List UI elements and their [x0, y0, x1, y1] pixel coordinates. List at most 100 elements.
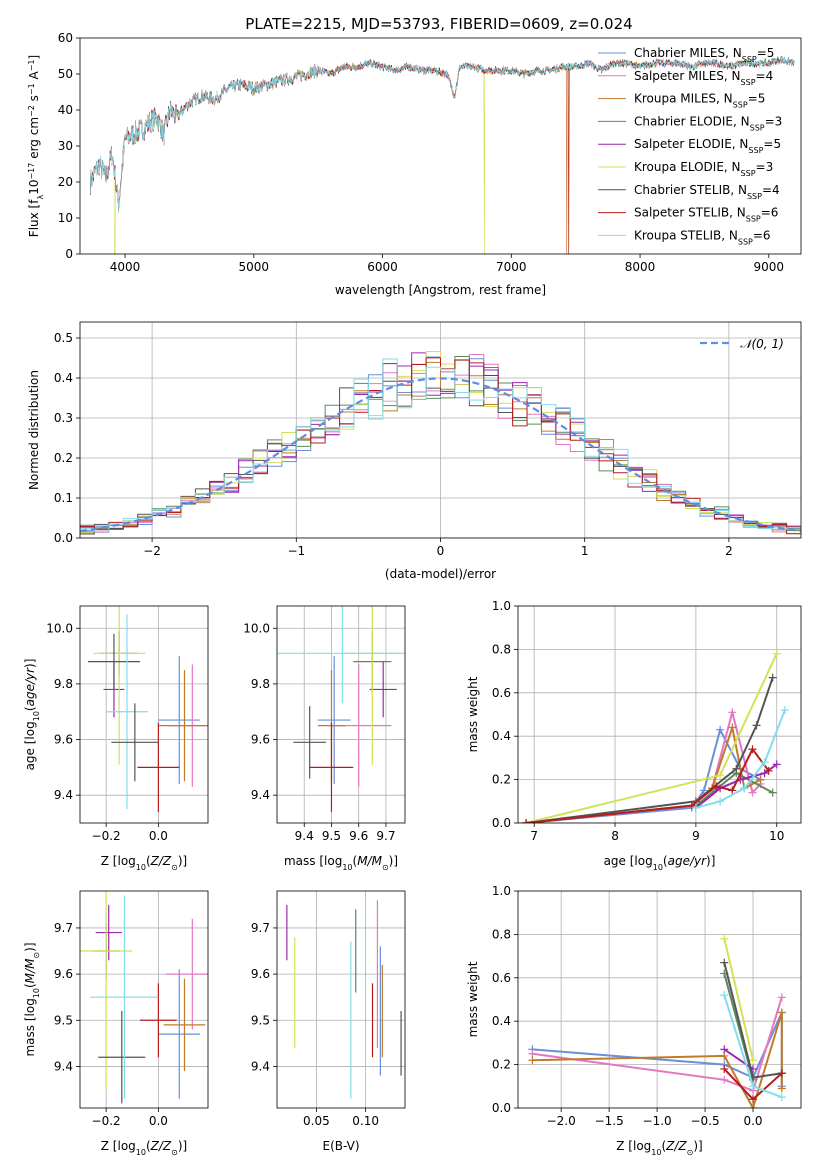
x-tick-label: 7000	[496, 260, 527, 274]
y-tick-label: 9.6	[251, 967, 270, 981]
legend-entry: Kroupa MILES, NSSP=5	[634, 92, 765, 110]
errorbar-point	[80, 891, 133, 1090]
weight-marker	[768, 788, 777, 797]
weight-marker	[764, 766, 773, 775]
weight-marker	[777, 1084, 786, 1093]
y-tick-label: 20	[58, 175, 73, 189]
errorbar-point	[166, 918, 208, 1030]
errorbar-point	[106, 614, 148, 810]
x-tick-label: 2	[725, 544, 733, 558]
axes-frame	[276, 605, 406, 824]
y-tick-label: 9.7	[54, 921, 73, 935]
x-tick-label: −1.5	[595, 1114, 624, 1128]
y-tick-label: 9.4	[251, 788, 270, 802]
y-tick-label: 10	[58, 211, 73, 225]
chart-spectrum: 4000 5000 6000 7000 8000 9000 0 10 20 30 40 50 60 wav…	[27, 31, 802, 297]
weight-marker	[716, 725, 725, 734]
weight-marker	[691, 803, 700, 812]
weight-marker	[720, 958, 729, 967]
legend-entry: 𝒩(0, 1)	[740, 337, 784, 351]
y-tick-label: 9.6	[54, 967, 73, 981]
y-tick-label: 9.4	[251, 1059, 270, 1073]
weight-marker	[720, 934, 729, 943]
y-tick-label: 0.0	[492, 1101, 511, 1115]
weight-line	[526, 726, 762, 823]
chart-weight-vs-Z: −2.0 −1.5 −1.0 −0.5 0.0 0.0 0.2 0.4 0.6 0.8 1.0 Z […	[466, 884, 802, 1157]
chart-mass-vs-Z: −0.2 0.0 9.4 9.5 9.6 9.7 Z [log10(Z/Z⊙)] mass […	[23, 890, 209, 1157]
weight-marker	[728, 723, 737, 732]
weight-line	[525, 708, 762, 823]
y-axis-label: mass weight	[466, 676, 480, 752]
errorbar-point	[140, 983, 177, 1058]
weight-marker	[752, 721, 761, 730]
weight-marker	[720, 991, 729, 1000]
errorbar-point	[98, 1011, 146, 1104]
y-tick-label: 0	[65, 247, 73, 261]
plot-area	[277, 606, 405, 823]
legend-entry: Kroupa ELODIE, NSSP=3	[634, 160, 773, 178]
weight-marker	[522, 819, 531, 823]
y-tick-label: 0.2	[492, 1058, 511, 1072]
x-tick-label: 9.7	[376, 829, 395, 843]
y-tick-label: 9.5	[251, 1013, 270, 1027]
axes-frame	[79, 37, 802, 255]
x-tick-label: 0.0	[743, 1114, 762, 1128]
y-tick-label: 30	[58, 139, 73, 153]
spectrum-line	[90, 56, 795, 212]
x-axis-label: Z [log10(Z/Z⊙)]	[101, 1139, 187, 1157]
y-tick-label: 0.1	[54, 491, 73, 505]
weight-marker	[772, 649, 781, 658]
residual-histogram	[80, 358, 801, 533]
x-tick-label: 8	[611, 829, 619, 843]
x-axis-label: (data-model)/error	[385, 567, 496, 581]
y-tick-label: 40	[58, 103, 73, 117]
y-tick-label: 9.6	[251, 733, 270, 747]
x-tick-label: 0.0	[149, 829, 168, 843]
y-tick-label: 10.0	[46, 621, 73, 635]
axes-frame	[276, 890, 406, 1109]
y-tick-label: 0.3	[54, 411, 73, 425]
legend-entry: Chabrier MILES, NSSP=5	[634, 46, 774, 64]
legend-entry: Kroupa STELIB, NSSP=6	[634, 228, 771, 246]
errorbar-point	[93, 606, 146, 765]
weight-line	[532, 1012, 783, 1108]
y-tick-label: 9.8	[54, 677, 73, 691]
weight-marker	[756, 775, 765, 784]
weight-marker	[777, 993, 786, 1002]
weight-marker	[749, 1095, 758, 1104]
x-tick-label: 9.5	[322, 829, 341, 843]
y-tick-label: 0.8	[492, 927, 511, 941]
residual-histogram	[80, 356, 801, 531]
x-tick-label: 1	[581, 544, 589, 558]
chart-residuals: −2 −1 0 1 2 0.0 0.1 0.2 0.3 0.4 0.5 𝒩(0, 1) (data-mo…	[27, 321, 802, 581]
errorbar-point	[369, 661, 397, 718]
weight-marker	[749, 1056, 758, 1065]
y-tick-label: 9.4	[54, 1059, 73, 1073]
x-tick-label: −1	[287, 544, 305, 558]
chart-age-vs-Z: −0.2 0.0 9.4 9.6 9.8 10.0 Z [log10(Z/Z⊙)] age […	[23, 605, 209, 872]
y-tick-label: 9.8	[251, 677, 270, 691]
x-axis-label: Z [log10(Z/Z⊙)]	[616, 1139, 702, 1157]
weight-marker	[528, 1056, 537, 1065]
y-tick-label: 50	[58, 67, 73, 81]
x-tick-label: 6000	[367, 260, 398, 274]
legend-entry: Salpeter ELODIE, NSSP=5	[634, 137, 781, 155]
x-tick-label: 7	[530, 829, 538, 843]
x-tick-label: −0.2	[92, 1114, 121, 1128]
x-axis-label: Z [log10(Z/Z⊙)]	[101, 854, 187, 872]
errorbar-point	[158, 656, 201, 785]
legend-entry: Salpeter STELIB, NSSP=6	[634, 206, 778, 224]
y-tick-label: 0.0	[54, 531, 73, 545]
plot-area	[90, 56, 795, 254]
x-tick-label: 9.4	[295, 829, 314, 843]
weight-marker	[768, 673, 777, 682]
weight-marker	[728, 786, 737, 795]
errorbar-point	[137, 722, 180, 812]
y-tick-label: 60	[58, 31, 73, 45]
weight-marker	[777, 1093, 786, 1102]
y-tick-label: 0.4	[492, 1014, 511, 1028]
errorbar-point	[158, 969, 201, 1099]
weight-marker	[740, 784, 749, 793]
